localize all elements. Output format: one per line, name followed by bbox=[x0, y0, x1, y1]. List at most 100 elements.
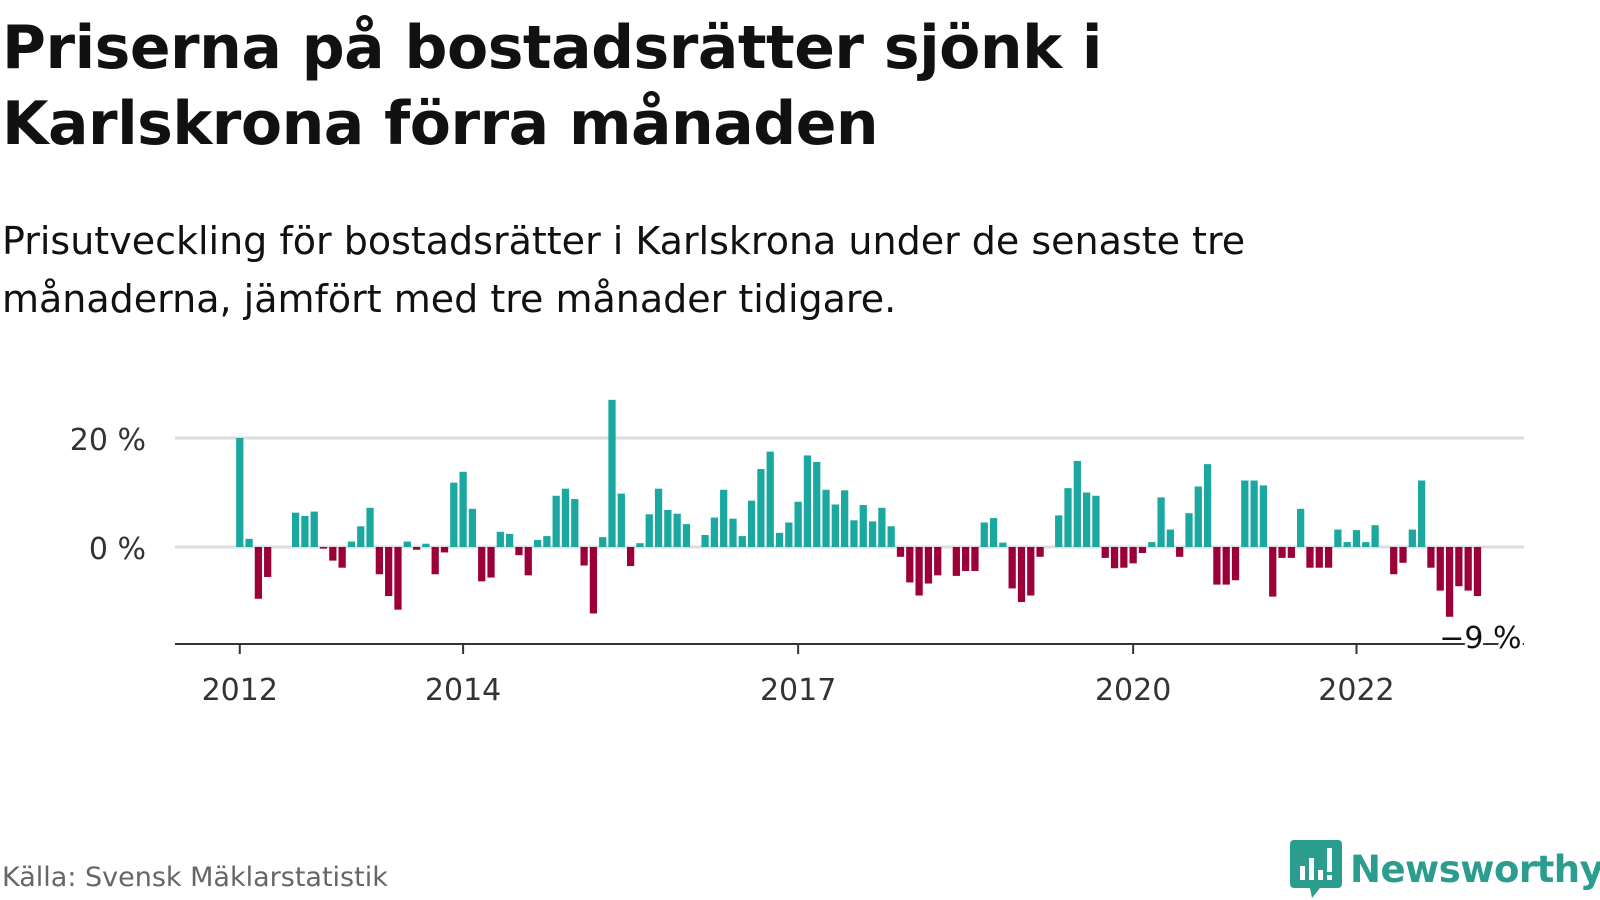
bar bbox=[1157, 497, 1165, 547]
bar bbox=[515, 547, 523, 556]
source-note: Källa: Svensk Mäklarstatistik bbox=[2, 862, 388, 893]
bar bbox=[654, 488, 663, 547]
bar bbox=[1213, 547, 1221, 585]
bar bbox=[626, 547, 635, 567]
bar bbox=[524, 547, 532, 576]
bar bbox=[1445, 547, 1454, 617]
bar bbox=[412, 547, 421, 550]
bar bbox=[906, 547, 914, 583]
bar bbox=[533, 539, 542, 547]
bar bbox=[1408, 529, 1416, 547]
bar bbox=[747, 500, 756, 547]
bar bbox=[710, 517, 719, 547]
bar bbox=[1231, 547, 1240, 581]
bar bbox=[896, 547, 905, 557]
bar bbox=[664, 509, 672, 547]
bar bbox=[1362, 542, 1370, 547]
bar bbox=[245, 538, 253, 547]
bar bbox=[1418, 480, 1426, 547]
bar bbox=[1092, 495, 1100, 547]
bar bbox=[915, 547, 923, 596]
bar bbox=[831, 504, 839, 547]
bar bbox=[347, 541, 356, 547]
chart-title: Priserna på bostadsrätter sjönk i Karlsk… bbox=[2, 13, 1102, 159]
bar bbox=[1390, 547, 1398, 575]
bar-chart: 0 % 20 % 2012 2014 2017 2020 2022 −9 % bbox=[70, 399, 1524, 708]
bar bbox=[1185, 513, 1193, 547]
bar bbox=[1110, 547, 1119, 569]
bar bbox=[1371, 525, 1379, 547]
bar bbox=[1427, 547, 1435, 568]
bar bbox=[794, 501, 802, 547]
bar bbox=[338, 547, 346, 568]
last-value-label: −9 % bbox=[1439, 621, 1521, 656]
x-tick-label: 2017 bbox=[760, 673, 836, 708]
bar bbox=[375, 547, 383, 575]
bar bbox=[813, 461, 821, 547]
bar bbox=[310, 511, 318, 547]
bar bbox=[775, 532, 784, 547]
bar bbox=[1287, 547, 1295, 558]
bar bbox=[1473, 547, 1482, 597]
logo-text: Newsworthy bbox=[1350, 847, 1600, 891]
bar bbox=[1120, 547, 1128, 568]
bar bbox=[1203, 464, 1212, 547]
bar bbox=[571, 499, 579, 547]
bar bbox=[440, 547, 449, 553]
bar bbox=[1017, 547, 1026, 603]
bar bbox=[1036, 547, 1044, 557]
bar-chart-speech-bubble-icon bbox=[1290, 840, 1342, 898]
bar bbox=[496, 531, 504, 547]
bar bbox=[599, 537, 607, 547]
bar bbox=[291, 512, 300, 547]
bar bbox=[999, 542, 1007, 547]
bar bbox=[580, 547, 588, 566]
bar bbox=[1399, 547, 1407, 563]
bar bbox=[385, 547, 393, 597]
bar bbox=[989, 518, 998, 547]
bar bbox=[1166, 529, 1175, 547]
bar bbox=[980, 522, 988, 547]
bar bbox=[254, 547, 263, 599]
bar bbox=[934, 547, 942, 576]
bar bbox=[962, 547, 970, 571]
bar bbox=[924, 547, 933, 584]
bar bbox=[357, 526, 365, 547]
newsworthy-logo: Newsworthy bbox=[1290, 840, 1600, 898]
bar bbox=[1082, 492, 1091, 547]
bar bbox=[1306, 547, 1314, 568]
bar bbox=[1027, 547, 1035, 596]
bar bbox=[1129, 547, 1137, 564]
bar bbox=[952, 547, 960, 576]
bar bbox=[1222, 547, 1230, 585]
bar bbox=[859, 505, 867, 547]
bar bbox=[1259, 485, 1268, 547]
bar bbox=[608, 399, 616, 547]
bar bbox=[561, 488, 570, 547]
bar bbox=[682, 524, 691, 547]
bar bbox=[487, 547, 495, 578]
bar bbox=[1464, 547, 1472, 591]
bar bbox=[673, 513, 681, 547]
bar bbox=[878, 507, 886, 547]
bar bbox=[319, 547, 328, 549]
bar bbox=[1138, 547, 1147, 553]
bar bbox=[1194, 486, 1202, 547]
y-tick-label: 20 % bbox=[70, 423, 146, 458]
bar bbox=[1250, 480, 1258, 547]
bar bbox=[403, 541, 411, 547]
bar bbox=[301, 515, 309, 547]
x-tick-label: 2022 bbox=[1318, 673, 1394, 708]
bar bbox=[1055, 515, 1063, 547]
bar bbox=[738, 536, 746, 547]
bar bbox=[589, 547, 598, 614]
bar bbox=[1176, 547, 1184, 557]
bar bbox=[478, 547, 486, 582]
bar bbox=[1315, 547, 1323, 568]
bar bbox=[617, 493, 625, 547]
bar bbox=[766, 451, 774, 547]
bar bbox=[1334, 529, 1342, 547]
bar bbox=[1297, 508, 1305, 547]
bar bbox=[264, 547, 272, 577]
bar bbox=[431, 547, 439, 575]
